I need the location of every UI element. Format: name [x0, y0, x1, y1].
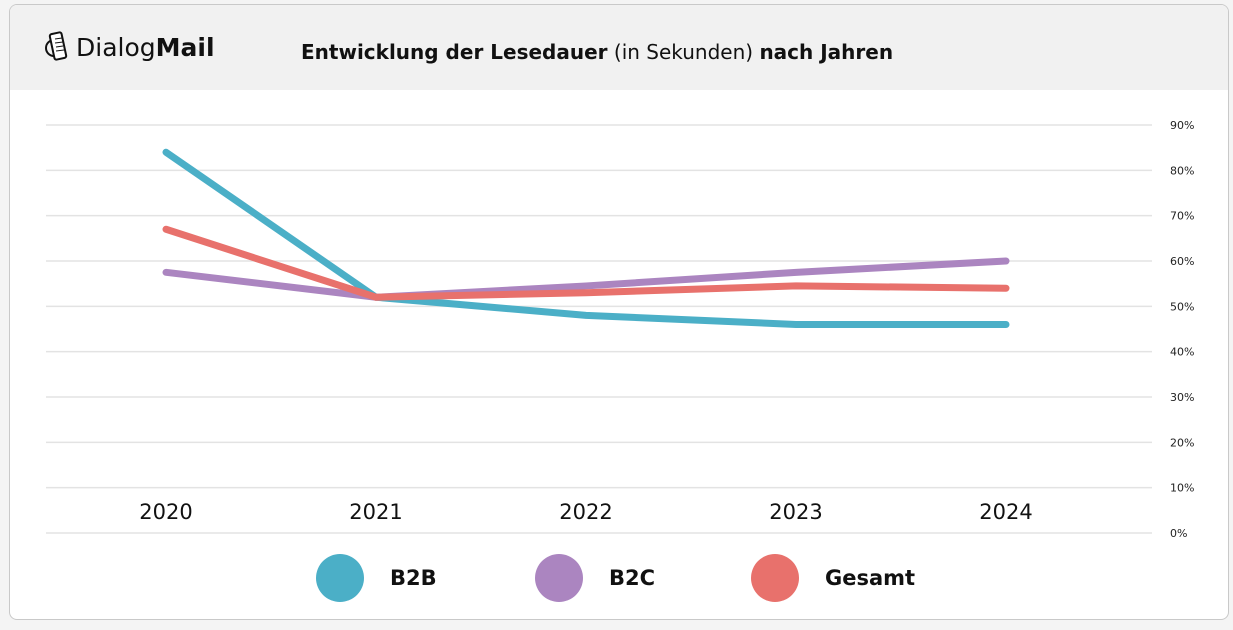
legend-swatch: [535, 554, 583, 602]
title-part-3: nach Jahren: [759, 40, 894, 64]
series-line-b2c: [162, 257, 1010, 301]
mail-document-icon: [45, 31, 68, 61]
y-tick-label: 10%: [1170, 482, 1194, 495]
series-line-gesamt: [162, 225, 1010, 301]
logo-text-regular: Dialog: [76, 32, 156, 62]
x-tick-label: 2023: [769, 500, 822, 524]
x-tick-label: 2021: [349, 500, 402, 524]
legend-gesamt: Gesamt: [751, 554, 915, 602]
series-line-b2b: [162, 148, 1010, 328]
legend-swatch: [316, 554, 364, 602]
y-tick-label: 70%: [1170, 210, 1194, 223]
chart-card: Dialog Mail Entwicklung der Lesedauer (in…: [9, 4, 1229, 620]
legend-b2c: B2C: [535, 554, 655, 602]
header: Dialog Mail Entwicklung der Lesedauer (in…: [10, 5, 1228, 90]
logo: Dialog Mail: [44, 31, 215, 63]
y-tick-label: 50%: [1170, 300, 1194, 313]
y-tick-label: 90%: [1170, 119, 1194, 132]
title-part-1: Entwicklung der Lesedauer: [301, 40, 608, 64]
legend-swatch: [751, 554, 799, 602]
y-tick-label: 60%: [1170, 255, 1194, 268]
y-tick-label: 30%: [1170, 391, 1194, 404]
chart-title: Entwicklung der Lesedauer (in Sekunden) …: [301, 40, 893, 64]
legend-label: Gesamt: [825, 566, 916, 590]
legend-label: B2B: [390, 566, 437, 590]
x-tick-label: 2022: [559, 500, 612, 524]
y-tick-label: 40%: [1170, 346, 1194, 359]
legend-label: B2C: [609, 566, 656, 590]
y-tick-label: 20%: [1170, 436, 1194, 449]
y-tick-label: 0%: [1170, 527, 1187, 540]
y-tick-label: 80%: [1170, 164, 1194, 177]
line-chart: 0% 10% 20% 30% 40% 50% 60% 70% 80% 90% 2020 2021 202…: [46, 119, 1194, 540]
logo-text-bold: Mail: [155, 32, 215, 62]
x-tick-label: 2024: [979, 500, 1032, 524]
x-tick-label: 2020: [139, 500, 192, 524]
legend-b2b: B2B: [316, 554, 437, 602]
title-part-2: (in Sekunden): [607, 40, 760, 64]
